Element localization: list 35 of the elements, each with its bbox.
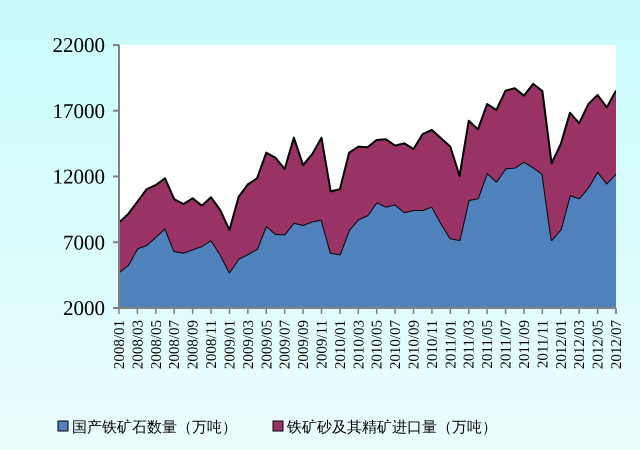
x-tick-label: 2008/05 xyxy=(148,320,165,370)
x-tick-label: 2009/07 xyxy=(278,320,294,370)
x-tick-label: 2008/09 xyxy=(186,320,202,370)
x-tick-label: 2008/07 xyxy=(167,320,184,370)
x-tick-label: 2012/03 xyxy=(572,320,588,370)
x-tick-label: 2010/05 xyxy=(370,320,386,370)
x-tick-label: 2008/03 xyxy=(130,320,146,370)
x-tick-label: 2011/01 xyxy=(443,320,460,369)
x-tick-label: 2011/03 xyxy=(462,320,478,369)
x-tick-label: 2009/03 xyxy=(240,320,257,370)
x-tick-label: 2009/09 xyxy=(296,320,312,370)
legend-label: 铁矿砂及其精矿进口量（万吨） xyxy=(286,418,497,436)
x-tick-label: 2011/09 xyxy=(516,320,533,369)
y-tick-label: 2000 xyxy=(63,296,105,320)
x-tick-label: 2010/07 xyxy=(388,320,404,370)
x-tick-label: 2012/01 xyxy=(554,320,570,370)
x-tick-label: 2009/05 xyxy=(259,320,276,370)
x-tick-label: 2012/05 xyxy=(590,320,607,370)
x-tick-label: 2011/11 xyxy=(535,320,552,368)
legend-label: 国产铁矿石数量（万吨） xyxy=(72,418,237,436)
y-tick-label: 7000 xyxy=(63,230,105,254)
x-tick-label: 2011/05 xyxy=(480,320,496,369)
x-tick-label: 2008/11 xyxy=(204,320,220,369)
x-tick-label: 2009/11 xyxy=(314,320,330,369)
x-tick-label: 2011/07 xyxy=(498,320,515,369)
x-tick-label: 2010/09 xyxy=(406,320,423,370)
x-tick-label: 2010/03 xyxy=(351,320,368,370)
y-tick-label: 22000 xyxy=(52,33,105,57)
x-tick-label: 2010/01 xyxy=(332,320,349,370)
y-tick-label: 12000 xyxy=(52,164,105,188)
x-tick-label: 2009/01 xyxy=(222,320,238,370)
x-tick-label: 2010/11 xyxy=(424,320,441,369)
y-tick-label: 17000 xyxy=(52,98,105,123)
x-tick-label: 2012/07 xyxy=(609,320,625,370)
x-tick-label: 2008/01 xyxy=(112,320,128,370)
